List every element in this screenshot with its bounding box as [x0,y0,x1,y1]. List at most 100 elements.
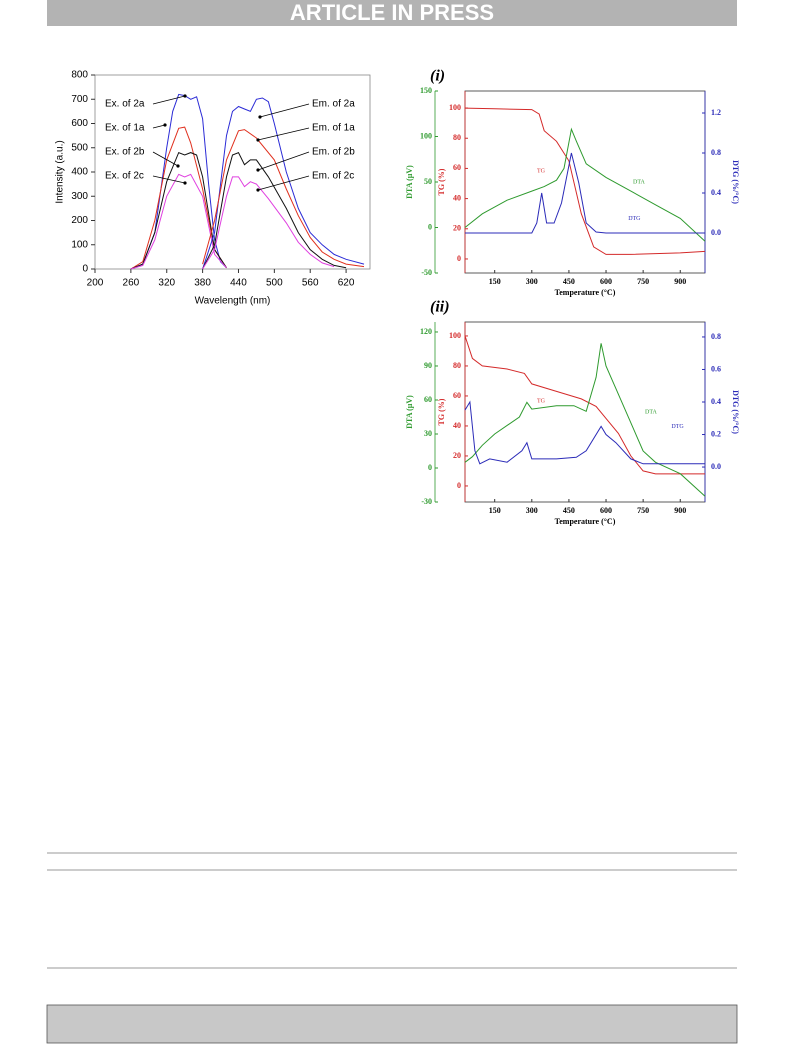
annotation: Ex. of 2a [105,99,145,110]
x-tick-label: 320 [158,278,175,289]
tick-label: 20 [453,224,461,233]
arrow [152,95,186,105]
y-tick-label: 800 [71,70,88,81]
line [130,173,227,270]
x-axis-title: Temperature (°C) [555,517,616,526]
line [464,335,705,475]
y-tick-label: 0 [82,264,88,275]
x-tick-label: 750 [637,277,649,286]
arrow [257,127,310,141]
tick-label: 60 [453,391,461,400]
line [202,176,335,270]
annotation: Em. of 1a [312,123,355,134]
tick-label: 90 [424,361,432,370]
tick-label: 0.8 [711,332,721,341]
arrow [152,124,166,129]
series-label: DTG [671,424,684,430]
plot-frame [464,90,706,274]
line [130,126,227,270]
tick-label: -50 [421,268,432,277]
tick-label: 80 [453,133,461,142]
line [202,129,365,268]
tick-label: 0.0 [711,462,721,471]
arrow-head [163,123,167,127]
tick-label: 150 [420,86,432,95]
arrow-head [183,94,187,98]
tick-label: 0.4 [711,397,721,406]
arrow-head [183,181,187,185]
y-tick-label: 600 [71,118,88,129]
x-tick-label: 450 [563,277,575,286]
arrow-head [176,164,180,168]
tick-label: 1.2 [711,108,721,117]
tick-label: 0.8 [711,148,721,157]
arrow [257,151,310,171]
x-tick-label: 260 [123,278,140,289]
line [465,152,705,234]
tick-label: 0.6 [711,364,721,373]
x-tick-label: 150 [489,506,501,515]
tick-label: 0.4 [711,188,721,197]
tick-label: 60 [424,395,432,404]
tick-label: 40 [453,193,461,202]
series-label: DTG [628,216,641,222]
axis-title: TG (%) [437,168,446,195]
x-tick-label: 440 [230,278,247,289]
annotation: Em. of 2a [312,99,355,110]
arrow [257,175,310,191]
tick-label: 100 [449,331,461,340]
tick-label: 100 [449,103,461,112]
x-tick-label: 300 [526,506,538,515]
x-tick-label: 200 [87,278,104,289]
y-tick-label: 100 [71,239,88,250]
arrow-head [256,138,260,142]
line [130,93,227,270]
y-tick-label: 500 [71,142,88,153]
x-tick-label: 560 [302,278,319,289]
x-axis-title: Temperature (°C) [555,288,616,297]
axis-title: DTG (%/°C) [731,160,740,204]
x-tick-label: 900 [674,277,686,286]
annotation: Ex. of 2c [105,171,144,182]
tick-label: 40 [453,421,461,430]
panel-title: (i) [430,68,445,85]
footer-box [46,1004,738,1044]
series-label: DTA [633,179,646,185]
line [464,127,706,242]
tick-label: 0 [428,463,432,472]
y-tick-label: 300 [71,191,88,202]
tick-label: 80 [453,361,461,370]
tick-label: 0.2 [711,429,721,438]
line [202,97,365,270]
axis-title: TG (%) [437,398,446,425]
tick-label: 100 [420,131,432,140]
arrow [259,103,310,118]
tick-label: 60 [453,163,461,172]
annotation: Ex. of 2b [105,147,145,158]
line [130,151,227,270]
axis-title: DTG (%/°C) [731,390,740,434]
x-tick-label: 450 [563,506,575,515]
x-tick-label: 620 [338,278,355,289]
line [464,107,706,255]
tick-label: 30 [424,429,432,438]
tick-label: -30 [421,497,432,506]
x-tick-label: 600 [600,277,612,286]
x-tick-label: 500 [266,278,283,289]
x-tick-label: 600 [600,506,612,515]
arrow-head [256,168,260,172]
header: ARTICLE IN PRESS [290,0,494,25]
x-tick-label: 900 [674,506,686,515]
arrow [152,151,179,167]
panel-title: (ii) [430,299,450,316]
tick-label: 0 [428,222,432,231]
line [464,343,706,497]
series-label: DTA [645,409,658,415]
y-tick-label: 200 [71,215,88,226]
tick-label: 50 [424,177,432,186]
x-tick-label: 750 [637,506,649,515]
annotation: Em. of 2c [312,171,354,182]
tick-label: 0 [457,481,461,490]
tick-label: 0 [457,254,461,263]
